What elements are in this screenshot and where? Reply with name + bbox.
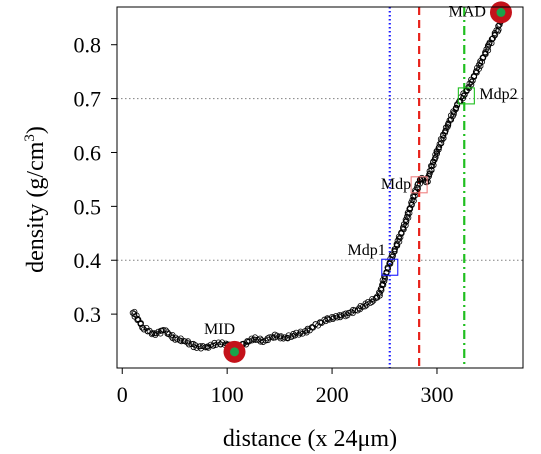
- profile-point: [413, 184, 420, 191]
- y-tick-label: 0.7: [74, 87, 102, 112]
- profile-point: [266, 334, 273, 341]
- profile-point: [475, 61, 482, 68]
- profile-point: [440, 135, 447, 142]
- profile-point: [264, 337, 271, 344]
- profile-point: [381, 275, 388, 282]
- profile-point: [284, 335, 291, 342]
- profile-point: [348, 308, 355, 315]
- reference-lines: [117, 7, 523, 368]
- annotation-label-mdp: Mdp: [381, 176, 411, 193]
- x-tick-label: 0: [117, 382, 128, 407]
- profile-point: [362, 303, 369, 310]
- profile-point: [432, 154, 439, 161]
- profile-point: [190, 344, 197, 351]
- profile-point: [407, 204, 414, 211]
- x-tick-label: 200: [316, 382, 349, 407]
- profile-point: [376, 292, 383, 299]
- profile-point: [454, 102, 461, 109]
- marker-mid-inner: [229, 347, 239, 357]
- profile-point: [488, 36, 495, 43]
- profile-point: [162, 327, 169, 334]
- profile-point: [168, 333, 175, 340]
- profile-point: [184, 338, 191, 345]
- marker-mdp1: [381, 258, 399, 276]
- profile-point: [290, 330, 297, 337]
- x-tick-label: 100: [211, 382, 244, 407]
- y-tick-label: 0.4: [74, 248, 102, 273]
- x-axis-label: distance (x 24μm): [223, 426, 397, 452]
- profile-point: [438, 140, 445, 147]
- profile-point: [379, 281, 386, 288]
- profile-point: [435, 144, 442, 151]
- profile-point: [291, 332, 298, 339]
- profile-point: [445, 121, 452, 128]
- y-tick-label: 0.3: [74, 302, 102, 327]
- profile-point: [133, 312, 140, 319]
- y-axis-label-main: density (g/cm: [23, 141, 49, 273]
- profile-point: [482, 49, 489, 56]
- profile-point: [460, 93, 467, 100]
- profile-point: [426, 170, 433, 177]
- axis-ticks: 0 100 200 300 0.3 0.4 0.5 0.6 0.7 0.8: [74, 33, 454, 407]
- plot-frame: [116, 6, 524, 369]
- density-profile-series: [129, 16, 505, 353]
- profile-point: [149, 330, 156, 337]
- annotation-label-mdp2: Mdp2: [479, 86, 517, 103]
- y-axis-label: density (g/cm3): [22, 126, 49, 273]
- profile-point: [297, 328, 304, 335]
- profile-point: [380, 281, 387, 288]
- profile-point: [442, 128, 449, 135]
- profile-point: [185, 341, 192, 348]
- profile-point: [452, 105, 459, 112]
- profile-point: [402, 222, 409, 229]
- profile-point: [262, 337, 269, 344]
- profile-point: [178, 338, 185, 345]
- profile-point: [280, 335, 287, 342]
- annotation-label-mid: MID: [204, 321, 235, 338]
- profile-point: [450, 111, 457, 118]
- y-tick-label: 0.8: [74, 33, 102, 58]
- profile-point: [137, 321, 144, 328]
- y-axis-label-close: ): [23, 126, 49, 134]
- profile-point: [475, 65, 482, 72]
- profile-point: [345, 309, 352, 316]
- y-tick-label: 0.5: [74, 194, 102, 219]
- annotation-label-mad: MAD: [449, 3, 486, 20]
- profile-point: [442, 127, 449, 134]
- profile-point: [485, 47, 492, 54]
- y-tick-label: 0.6: [74, 140, 102, 165]
- x-tick-label: 300: [420, 382, 453, 407]
- profile-point: [447, 116, 454, 123]
- profile-point: [342, 310, 349, 317]
- profile-point: [210, 342, 217, 349]
- profile-point: [369, 298, 376, 305]
- profile-point: [188, 341, 195, 348]
- profile-point: [396, 235, 403, 242]
- profile-point: [257, 335, 264, 342]
- marker-mad-inner: [496, 7, 506, 17]
- profile-point: [428, 167, 435, 174]
- profile-point: [468, 78, 475, 85]
- y-axis-label-sup: 3: [22, 134, 38, 142]
- profile-point: [295, 331, 302, 338]
- profile-point: [157, 330, 164, 337]
- profile-point: [139, 324, 146, 331]
- marker-mdp2: [457, 87, 475, 105]
- profile-point: [426, 171, 433, 178]
- profile-point: [411, 193, 418, 200]
- annotation-label-mdp1: Mdp1: [348, 242, 386, 259]
- profile-point: [258, 337, 265, 344]
- marker-mdp: [410, 176, 428, 194]
